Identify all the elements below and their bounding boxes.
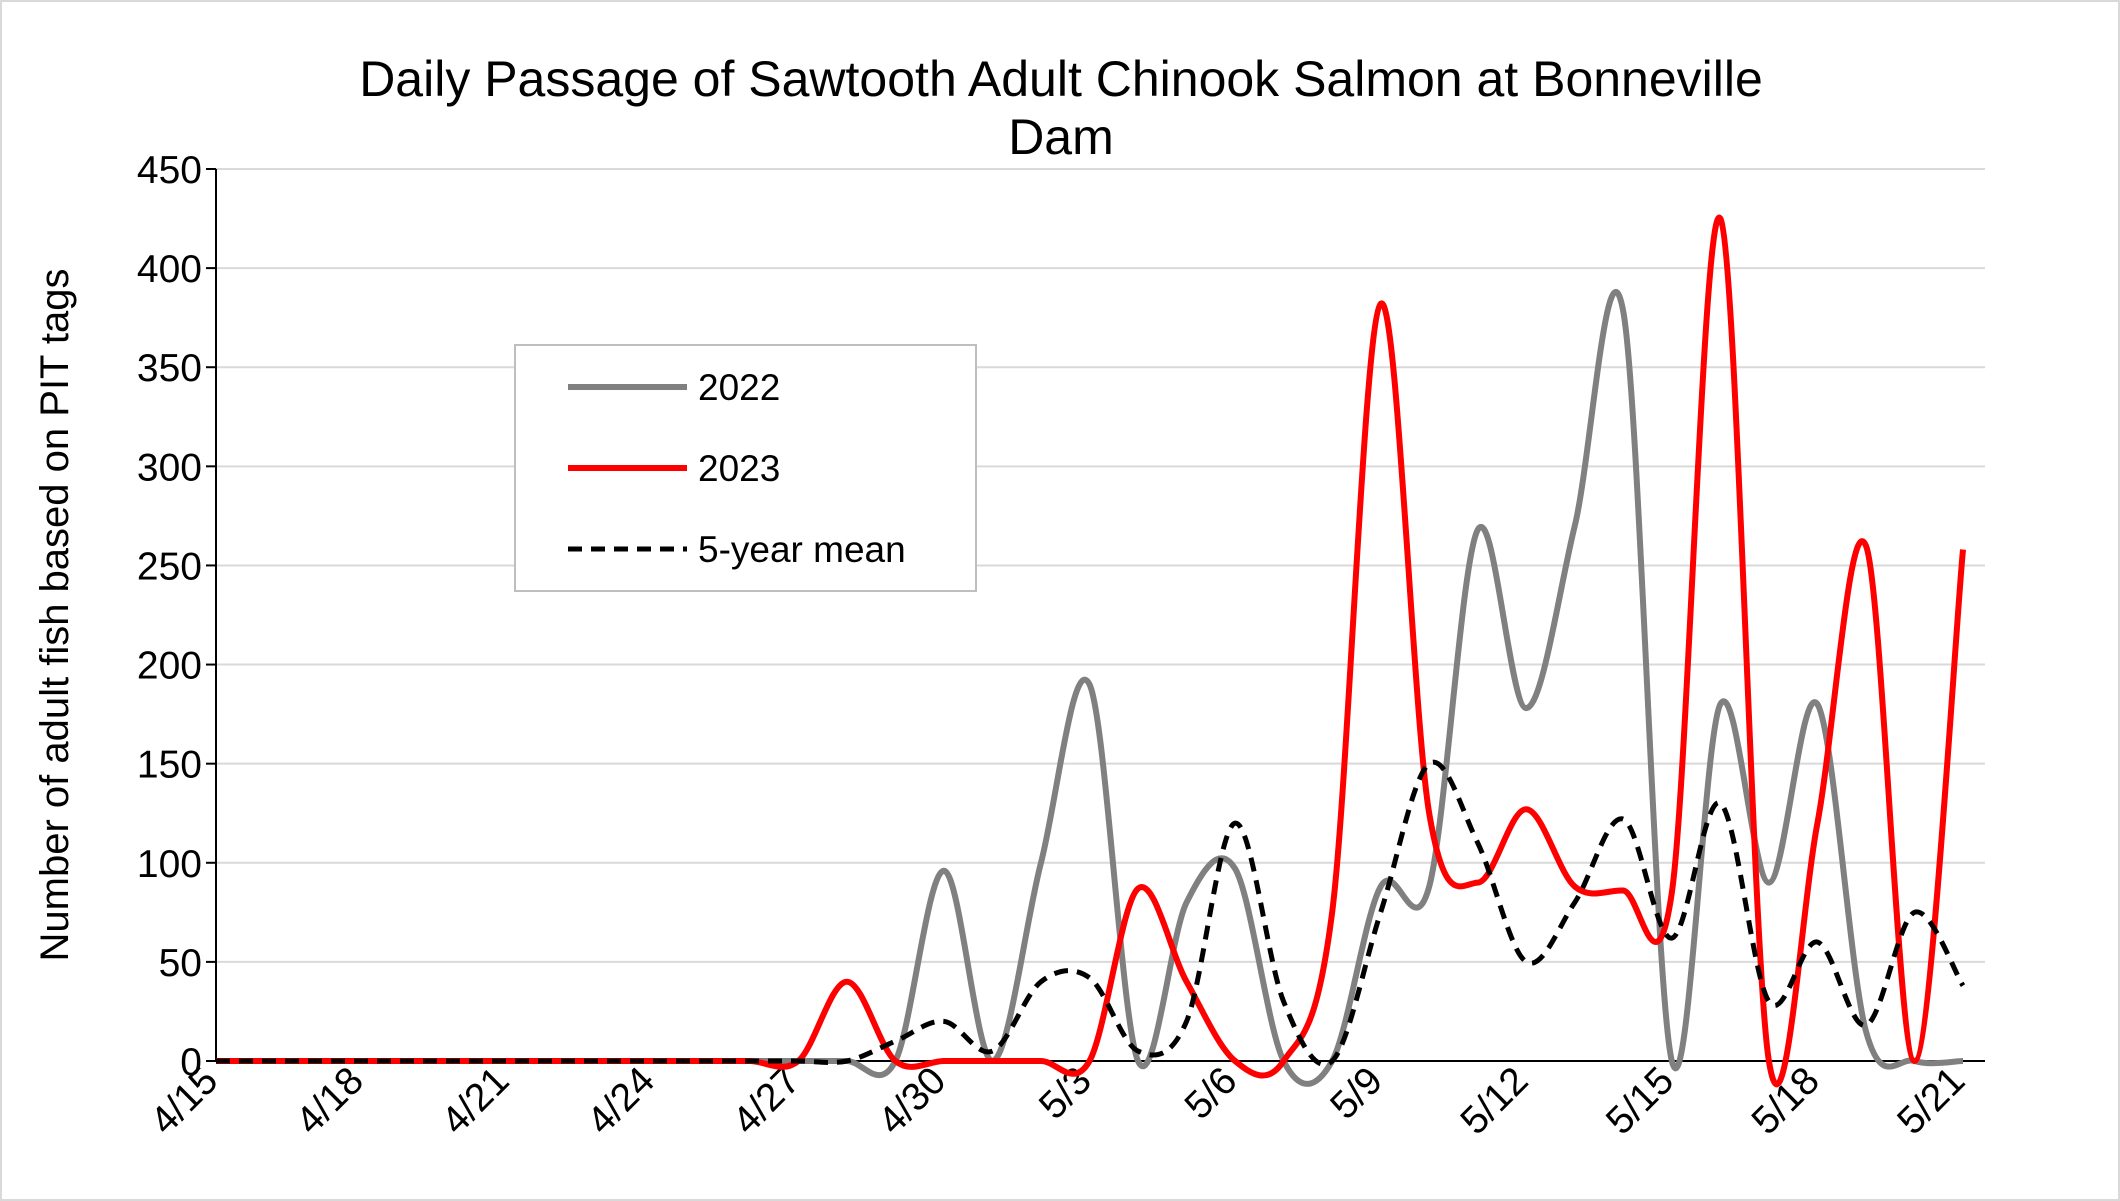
y-tick-label: 100 bbox=[137, 843, 202, 886]
legend-label: 2022 bbox=[698, 367, 780, 408]
y-tick-label: 50 bbox=[159, 942, 202, 985]
chart-title: Daily Passage of Sawtooth Adult Chinook … bbox=[359, 51, 1763, 165]
title-line: Daily Passage of Sawtooth Adult Chinook … bbox=[359, 51, 1763, 107]
y-tick-label: 350 bbox=[137, 347, 202, 390]
y-tick-label: 250 bbox=[137, 545, 202, 588]
legend-label: 5-year mean bbox=[698, 529, 906, 570]
y-tick-label: 300 bbox=[137, 446, 202, 489]
y-tick-label: 450 bbox=[137, 149, 202, 192]
y-axis-label: Number of adult fish based on PIT tags bbox=[33, 269, 77, 962]
y-tick-label: 400 bbox=[137, 248, 202, 291]
y-tick-label: 150 bbox=[137, 744, 202, 787]
legend-label: 2023 bbox=[698, 448, 780, 489]
y-tick-label: 0 bbox=[180, 1041, 202, 1084]
series-line bbox=[215, 759, 1966, 1067]
y-tick-label: 200 bbox=[137, 645, 202, 688]
series-line bbox=[215, 214, 1966, 1088]
title-line: Dam bbox=[1008, 109, 1114, 165]
